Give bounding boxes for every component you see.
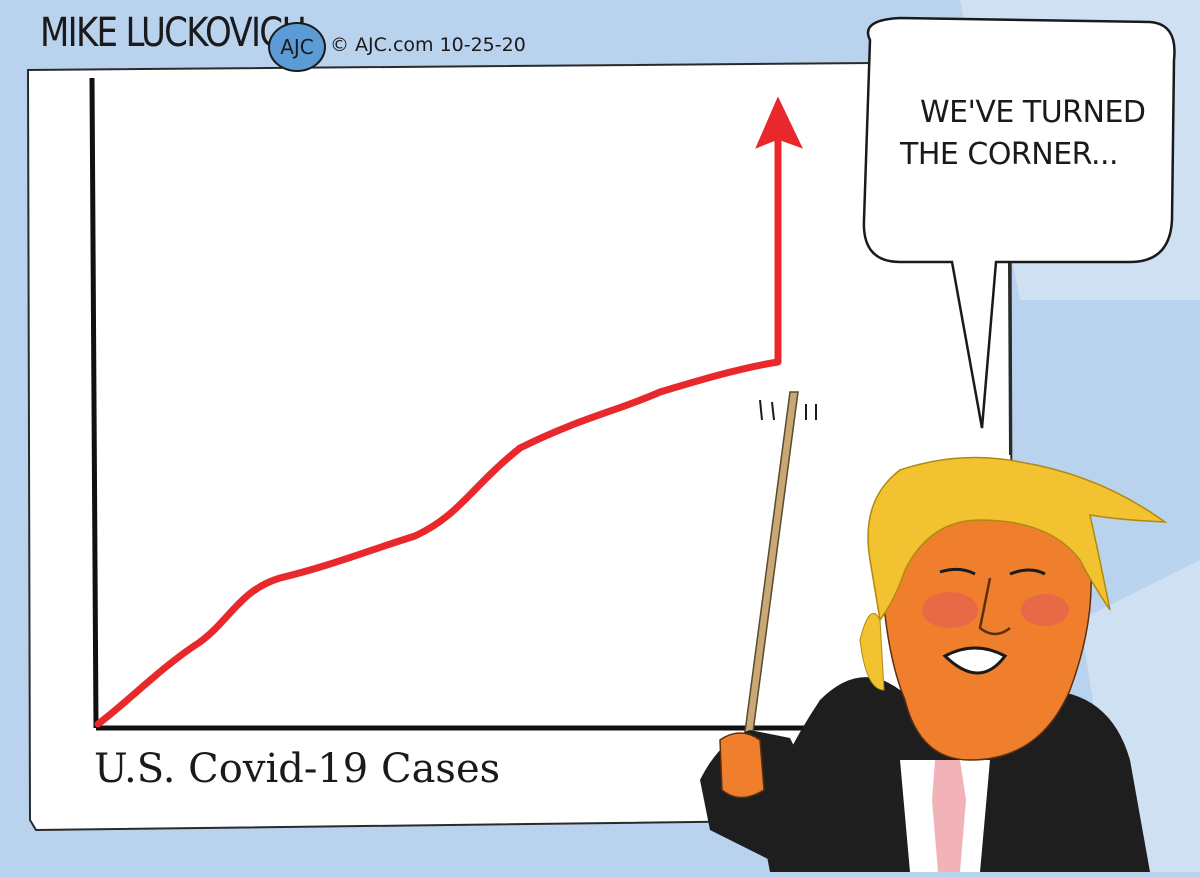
- caricature-figure: [700, 456, 1168, 872]
- trend-line: [94, 96, 803, 728]
- chart-caption: U.S. Covid-19 Cases: [94, 746, 501, 792]
- artist-signature: MIKE LUCKOVICH: [40, 10, 307, 56]
- speech-bubble: [862, 16, 1176, 429]
- speech-line-2: THE CORNER...: [900, 137, 1119, 172]
- speech-text: WE'VE TURNED THE CORNER...: [900, 92, 1150, 176]
- speech-line-1: WE'VE TURNED: [920, 95, 1146, 130]
- up-arrow-icon: [755, 96, 803, 149]
- chart-axes: [89, 77, 860, 731]
- ajc-logo-icon: AJC: [268, 22, 326, 72]
- publication-credit: © AJC.com 10-25-20: [330, 34, 526, 56]
